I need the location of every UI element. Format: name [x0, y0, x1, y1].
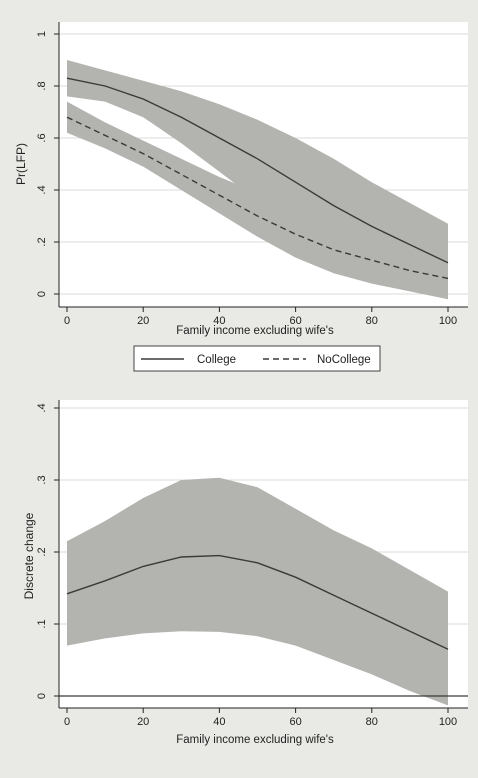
chart-predicted-probability: 0 .2 .4 .6 .8 1 0 20 40 60 80 100 Pr(LFP) Family in… — [14, 22, 468, 372]
series-lines-top — [66, 77, 449, 280]
x-tick-label: 0 — [64, 716, 70, 728]
y-tick-label: .6 — [36, 133, 48, 142]
y-axis-label-top: Pr(LFP) — [14, 143, 28, 185]
x-axis-label-top: Family income excluding wife's — [176, 325, 334, 337]
legend-label-college: College — [197, 354, 236, 366]
confidence-band-series-0 — [67, 477, 448, 706]
series-lines-bottom — [59, 554, 468, 697]
series-line-college — [66, 77, 449, 264]
series-line-discrete-change — [66, 554, 449, 650]
x-tick-label: 100 — [439, 716, 457, 728]
confidence-band-bottom — [67, 477, 448, 706]
x-tick-label: 80 — [366, 315, 378, 327]
legend-label-nocollege: NoCollege — [317, 354, 371, 366]
y-tick-label: 0 — [36, 693, 48, 699]
y-tick-label: .1 — [36, 619, 48, 628]
legend: College NoCollege — [133, 345, 381, 372]
x-tick-label: 60 — [289, 315, 301, 327]
x-tick-label: 60 — [289, 716, 301, 728]
y-tick-label: .8 — [36, 81, 48, 90]
y-tick-label: .4 — [36, 185, 48, 194]
x-tick-label: 40 — [213, 315, 225, 327]
y-tick-label: .2 — [36, 547, 48, 556]
y-tick-label: 0 — [36, 291, 48, 297]
x-tick-label: 100 — [439, 315, 457, 327]
x-tick-label: 40 — [213, 716, 225, 728]
series-line-nocollege — [66, 116, 449, 280]
confidence-bands-top — [67, 60, 448, 300]
y-axis-label-bottom: Discrete change — [22, 512, 36, 599]
chart-discrete-change: 0 .1 .2 .3 .4 0 20 40 60 80 100 Discrete change Fa… — [22, 400, 468, 746]
axes-top: 0 .2 .4 .6 .8 1 0 20 40 60 80 100 — [36, 22, 468, 327]
x-axis-label-bottom: Family income excluding wife's — [176, 734, 334, 746]
y-tick-label: 1 — [36, 31, 48, 37]
x-tick-label: 80 — [366, 716, 378, 728]
x-tick-label: 0 — [64, 315, 70, 327]
axes-bottom: 0 .1 .2 .3 .4 0 20 40 60 80 100 — [36, 400, 468, 728]
y-tick-label: .4 — [36, 403, 48, 412]
x-tick-label: 20 — [137, 716, 149, 728]
y-tick-label: .2 — [36, 237, 48, 246]
confidence-band-nocollege — [67, 101, 448, 300]
x-tick-label: 20 — [137, 315, 149, 327]
y-tick-label: .3 — [36, 475, 48, 484]
